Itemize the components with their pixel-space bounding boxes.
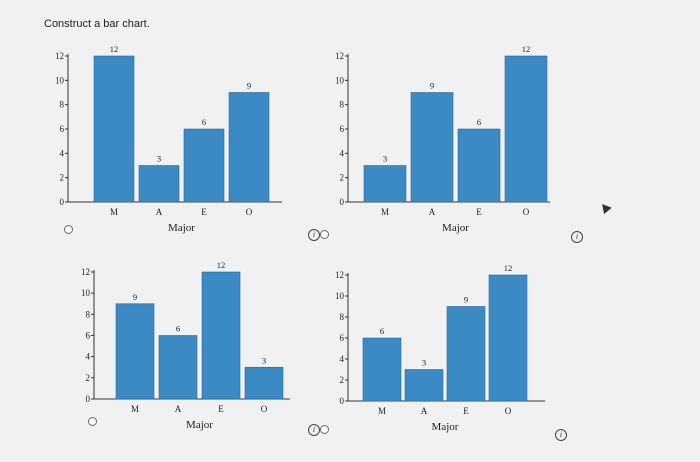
y-tick-label: 4 bbox=[340, 148, 345, 158]
bar bbox=[93, 55, 135, 203]
bar bbox=[183, 128, 225, 203]
x-tick-label: O bbox=[505, 406, 512, 416]
bar-value-label: 12 bbox=[522, 44, 531, 54]
bar bbox=[362, 337, 402, 402]
info-icon[interactable]: i bbox=[555, 429, 567, 441]
x-axis-title: Major bbox=[442, 222, 469, 234]
bar-value-label: 6 bbox=[477, 117, 481, 127]
bar-value-label: 9 bbox=[430, 81, 434, 91]
x-tick-label: M bbox=[378, 406, 386, 416]
bar bbox=[410, 92, 454, 203]
question-text: Construct a bar chart. bbox=[44, 18, 150, 30]
y-tick-label: 10 bbox=[55, 75, 65, 85]
info-icon[interactable]: i bbox=[308, 229, 320, 241]
y-tick-label: 6 bbox=[86, 331, 91, 341]
bar bbox=[404, 369, 444, 402]
x-axis-title: Major bbox=[186, 419, 213, 431]
bar-value-label: 12 bbox=[504, 263, 513, 273]
info-icon[interactable]: i bbox=[308, 424, 320, 436]
y-tick-label: 12 bbox=[55, 51, 64, 61]
bar-value-label: 3 bbox=[422, 358, 426, 368]
x-tick-label: O bbox=[261, 404, 268, 414]
y-tick-label: 10 bbox=[335, 75, 345, 85]
y-tick-label: 8 bbox=[340, 312, 345, 322]
y-tick-label: 4 bbox=[86, 352, 91, 362]
y-tick-label: 8 bbox=[86, 309, 91, 319]
bar bbox=[158, 335, 198, 400]
y-tick-label: 2 bbox=[60, 173, 65, 183]
bar bbox=[446, 306, 486, 402]
x-axis-title: Major bbox=[168, 222, 195, 234]
bar bbox=[201, 271, 241, 400]
info-icon[interactable]: i bbox=[571, 231, 583, 243]
x-tick-label: E bbox=[218, 404, 224, 414]
bar bbox=[504, 55, 548, 203]
y-tick-label: 10 bbox=[335, 291, 345, 301]
x-tick-label: M bbox=[381, 207, 389, 217]
y-tick-label: 8 bbox=[340, 100, 345, 110]
y-tick-label: 8 bbox=[60, 100, 65, 110]
y-tick-label: 12 bbox=[335, 270, 344, 280]
bar bbox=[363, 165, 407, 203]
bar bbox=[244, 366, 284, 400]
x-tick-label: O bbox=[246, 207, 253, 217]
y-tick-label: 10 bbox=[81, 288, 91, 298]
bar bbox=[457, 128, 501, 203]
x-axis-title: Major bbox=[432, 421, 459, 433]
y-tick-label: 6 bbox=[60, 124, 65, 134]
option-c-radio[interactable] bbox=[88, 417, 97, 426]
x-tick-label: A bbox=[429, 207, 436, 217]
option-d-radio[interactable] bbox=[320, 425, 329, 434]
y-tick-label: 4 bbox=[60, 148, 65, 158]
bar-value-label: 9 bbox=[247, 81, 251, 91]
x-tick-label: A bbox=[175, 404, 182, 414]
bar bbox=[488, 274, 528, 402]
y-tick-label: 2 bbox=[340, 375, 345, 385]
bar-value-label: 12 bbox=[110, 44, 119, 54]
x-tick-label: A bbox=[421, 406, 428, 416]
bar-value-label: 3 bbox=[383, 154, 387, 164]
y-tick-label: 12 bbox=[335, 51, 344, 61]
bar-value-label: 6 bbox=[380, 326, 384, 336]
y-tick-label: 2 bbox=[340, 173, 345, 183]
bar-value-label: 9 bbox=[133, 292, 137, 302]
bar bbox=[228, 92, 270, 203]
bar-value-label: 6 bbox=[202, 117, 206, 127]
y-tick-label: 0 bbox=[340, 197, 345, 207]
x-tick-label: M bbox=[131, 404, 139, 414]
y-tick-label: 12 bbox=[81, 267, 90, 277]
y-tick-label: 0 bbox=[340, 396, 345, 406]
y-tick-label: 2 bbox=[86, 373, 91, 383]
bar-value-label: 12 bbox=[217, 260, 226, 270]
x-tick-label: E bbox=[476, 207, 482, 217]
bar-value-label: 6 bbox=[176, 324, 180, 334]
x-tick-label: A bbox=[156, 207, 163, 217]
y-tick-label: 0 bbox=[86, 394, 91, 404]
y-tick-label: 6 bbox=[340, 333, 345, 343]
x-tick-label: M bbox=[110, 207, 118, 217]
bar-value-label: 3 bbox=[157, 154, 161, 164]
x-tick-label: E bbox=[201, 207, 207, 217]
y-tick-label: 6 bbox=[340, 124, 345, 134]
bar bbox=[138, 165, 180, 203]
bar bbox=[115, 303, 155, 400]
bar-value-label: 9 bbox=[464, 295, 468, 305]
option-a-radio[interactable] bbox=[64, 225, 73, 234]
bar-value-label: 3 bbox=[262, 355, 266, 365]
option-b-radio[interactable] bbox=[320, 230, 329, 239]
x-tick-label: O bbox=[523, 207, 530, 217]
y-tick-label: 0 bbox=[60, 197, 65, 207]
x-tick-label: E bbox=[463, 406, 469, 416]
y-tick-label: 4 bbox=[340, 354, 345, 364]
